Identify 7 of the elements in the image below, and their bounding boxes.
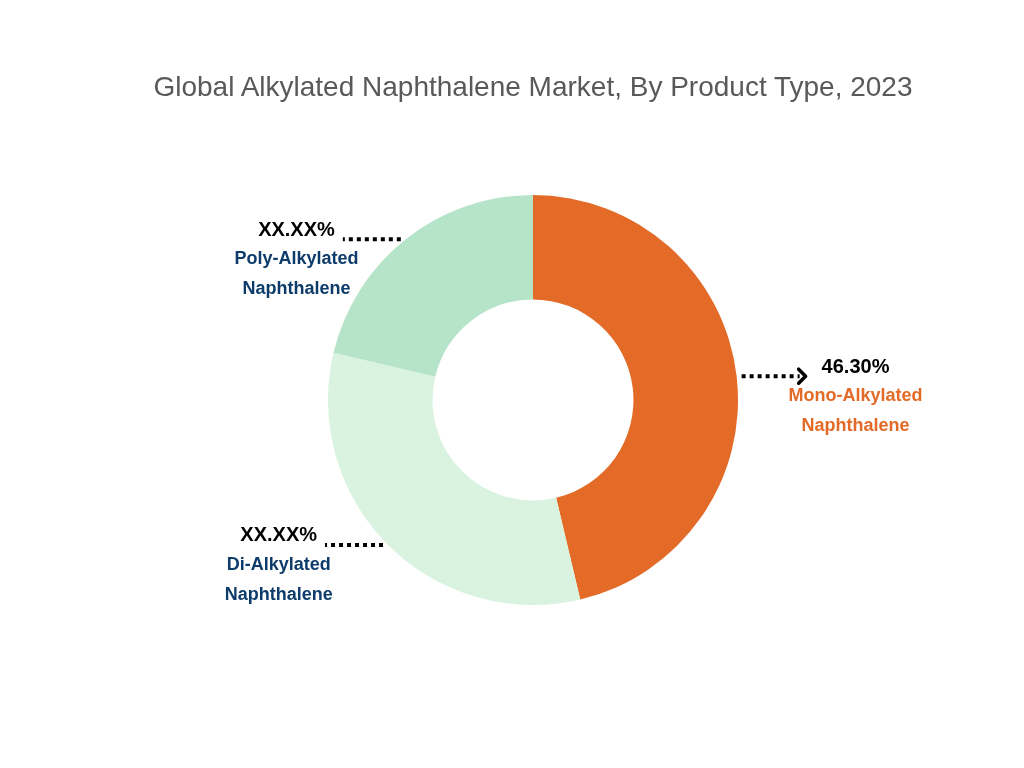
data-label: 46.30% <box>821 354 890 377</box>
slice-label: Di-Alkylated Naphthalene <box>224 553 333 604</box>
slice-label: Poly-Alkylated Naphthalene <box>234 248 359 299</box>
chart-title: Global Alkylated Naphthalene Market, By Product Type, 2023 <box>153 70 913 102</box>
slice-label: Mono-Alkylated Naphthalene <box>788 385 923 436</box>
data-label: XX.XX% <box>240 523 318 546</box>
data-label: XX.XX% <box>258 217 336 240</box>
